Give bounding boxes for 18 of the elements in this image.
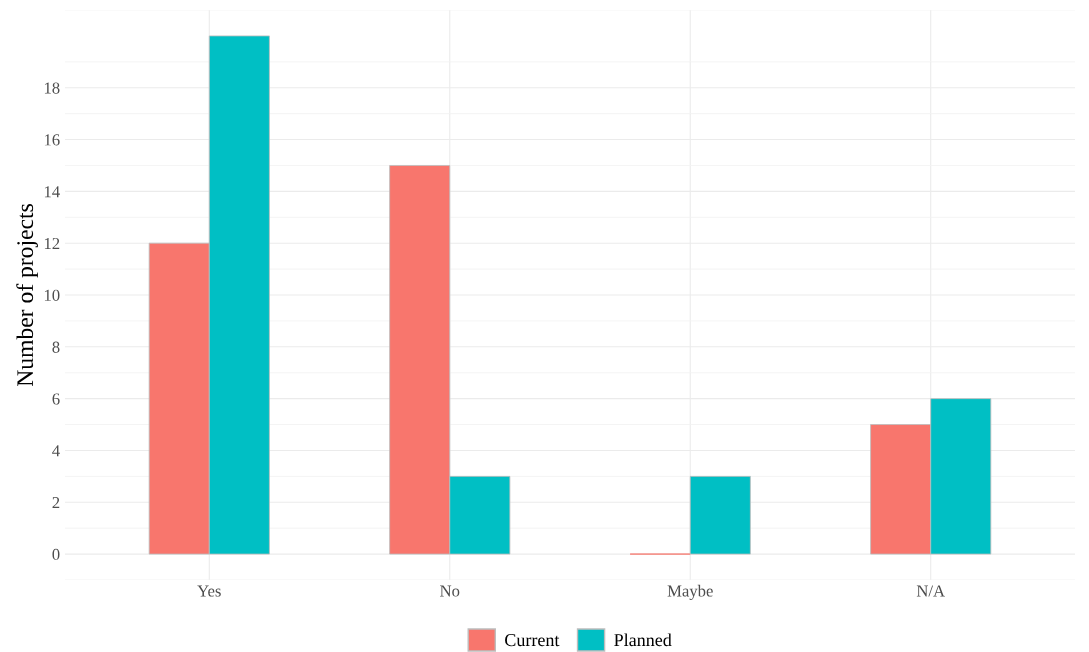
y-tick-label: 18 xyxy=(44,82,60,94)
legend-label: Planned xyxy=(614,633,672,647)
y-tick-label: 8 xyxy=(52,341,60,353)
y-tick-label: 16 xyxy=(44,134,60,146)
y-tick-label: 10 xyxy=(44,289,60,301)
x-tick-label: Yes xyxy=(197,585,221,597)
x-tick-label: No xyxy=(440,585,460,597)
bar xyxy=(689,475,751,555)
y-tick-label: 14 xyxy=(44,186,60,198)
y-axis-title: Number of projects xyxy=(16,204,38,387)
legend-label: Current xyxy=(505,634,560,647)
x-tick-label: N/A xyxy=(916,585,945,597)
x-tick-label: Maybe xyxy=(667,584,713,601)
y-tick-label: 2 xyxy=(52,497,60,509)
y-tick-label: 6 xyxy=(52,393,60,405)
y-tick-label: 12 xyxy=(44,237,60,249)
y-tick-label: 0 xyxy=(52,548,60,561)
y-tick-label: 4 xyxy=(52,445,60,457)
